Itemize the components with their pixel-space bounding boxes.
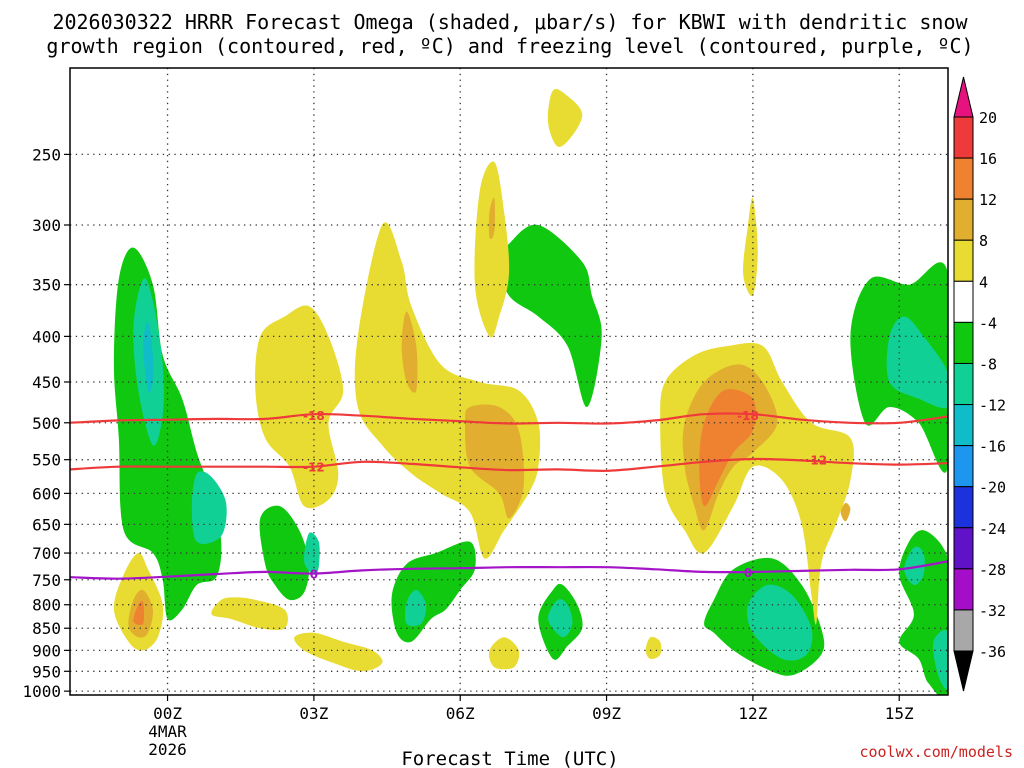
colorbar-label-2: 12 <box>979 191 997 209</box>
omega-region-35 <box>699 389 756 507</box>
title-line-1: 2026030322 HRRR Forecast Omega (shaded, … <box>52 10 968 34</box>
x-tick-sublabel-00Z-0: 4MAR <box>148 722 187 741</box>
omega-region-31 <box>645 636 662 660</box>
colorbar-label-5: -4 <box>979 314 997 332</box>
isotherm-line-2 <box>70 560 948 580</box>
omega-region-30 <box>488 637 520 670</box>
contour-label-1: -18 <box>737 409 759 423</box>
omega-region-25 <box>401 311 418 393</box>
x-axis-label: Forecast Time (UTC) <box>401 748 618 768</box>
colorbar-swatch-12 <box>953 609 974 652</box>
title-line-2: growth region (contoured, red, ºC) and f… <box>46 34 973 58</box>
colorbar-swatch-1 <box>953 157 974 200</box>
colorbar-label-9: -20 <box>979 479 1006 497</box>
y-tick-label-1000: 1000 <box>22 682 61 701</box>
y-tick-label-850: 850 <box>32 619 61 638</box>
y-tick-label-450: 450 <box>32 373 61 392</box>
omega-region-23 <box>294 632 383 672</box>
x-tick-label-09Z: 09Z <box>592 704 621 723</box>
colorbar-swatch-2 <box>953 198 974 241</box>
colorbar-swatch-5 <box>953 321 974 364</box>
y-axis: 250 300 350 400 450 500 550 600 650 700 750 800 850 9… <box>22 145 70 701</box>
y-tick-label-650: 650 <box>32 515 61 534</box>
x-tick-label-06Z: 06Z <box>446 704 475 723</box>
omega-region-29 <box>547 89 583 147</box>
y-tick-label-400: 400 <box>32 327 61 346</box>
plot-inner: -18 -18 -12 -12 0 0 <box>70 68 948 695</box>
colorbar-label-4: 4 <box>979 273 988 291</box>
omega-region-14 <box>886 316 948 409</box>
y-tick-label-700: 700 <box>32 544 61 563</box>
omega-region-3 <box>191 471 227 545</box>
isotherm-line-1 <box>70 457 948 472</box>
y-tick-label-950: 950 <box>32 662 61 681</box>
colorbar: 20 16 12 8 4 -4 -8 -12 -16 -20 -24 -28 -32 -36 <box>953 76 1006 692</box>
y-tick-label-750: 750 <box>32 571 61 590</box>
omega-region-10 <box>499 224 602 408</box>
colorbar-swatch-6 <box>953 362 974 406</box>
colorbar-label-7: -12 <box>979 397 1006 415</box>
isotherm-line-0 <box>70 412 948 425</box>
omega-region-2 <box>143 321 154 393</box>
omega-region-4 <box>259 505 310 601</box>
colorbar-under-triangle <box>953 650 974 692</box>
colorbar-swatch-3 <box>953 239 974 282</box>
colorbar-label-12: -32 <box>979 602 1006 620</box>
colorbar-swatch-8 <box>953 445 974 488</box>
colorbar-label-6: -8 <box>979 355 997 373</box>
omega-region-32 <box>742 197 758 297</box>
y-tick-label-550: 550 <box>32 451 61 470</box>
colorbar-swatch-11 <box>953 568 974 611</box>
colorbar-label-13: -36 <box>979 643 1006 661</box>
credit-text: coolwx.com/models <box>859 743 1013 761</box>
omega-region-36 <box>840 502 851 522</box>
omega-region-22 <box>255 305 344 509</box>
omega-region-28 <box>488 197 495 240</box>
omega-region-16 <box>904 546 925 585</box>
omega-region-9 <box>547 599 573 638</box>
x-tick-label-00Z: 00Z <box>153 704 182 723</box>
y-tick-label-350: 350 <box>32 276 61 295</box>
omega-region-27 <box>474 161 510 338</box>
contour-label-2: -12 <box>303 461 325 475</box>
colorbar-label-11: -28 <box>979 561 1006 579</box>
x-tick-label-03Z: 03Z <box>299 704 328 723</box>
y-tick-label-250: 250 <box>32 145 61 164</box>
colorbar-swatch-9 <box>953 486 974 529</box>
y-tick-label-300: 300 <box>32 216 61 235</box>
y-tick-label-500: 500 <box>32 414 61 433</box>
colorbar-swatch-4 <box>953 280 974 323</box>
colorbar-swatch-10 <box>953 527 974 570</box>
omega-region-5 <box>303 532 320 575</box>
colorbar-label-8: -16 <box>979 438 1006 456</box>
omega-region-7 <box>405 589 427 627</box>
plot-area: -18 -18 -12 -12 0 0 <box>69 67 949 696</box>
omega-region-21 <box>211 597 288 631</box>
contour-label-4: 0 <box>310 568 318 582</box>
contour-label-0: -18 <box>303 409 325 423</box>
contour-label-3: -12 <box>805 454 827 468</box>
y-tick-label-800: 800 <box>32 596 61 615</box>
colorbar-label-1: 16 <box>979 150 997 168</box>
colorbar-label-3: 8 <box>979 232 988 250</box>
omega-region-17 <box>933 629 948 690</box>
x-tick-label-12Z: 12Z <box>738 704 767 723</box>
colorbar-swatch-7 <box>953 404 974 447</box>
x-tick-sublabel-00Z-1: 2026 <box>148 740 187 759</box>
contour-label-5: 0 <box>744 566 752 580</box>
y-tick-label-600: 600 <box>32 484 61 503</box>
y-tick-label-900: 900 <box>32 641 61 660</box>
omega-region-12 <box>746 584 813 661</box>
colorbar-label-0: 20 <box>979 109 997 127</box>
omega-region-26 <box>465 404 525 519</box>
colorbar-swatch-0 <box>953 116 974 159</box>
omega-region-20 <box>133 600 145 626</box>
colorbar-label-10: -24 <box>979 520 1006 538</box>
x-tick-label-15Z: 15Z <box>885 704 914 723</box>
